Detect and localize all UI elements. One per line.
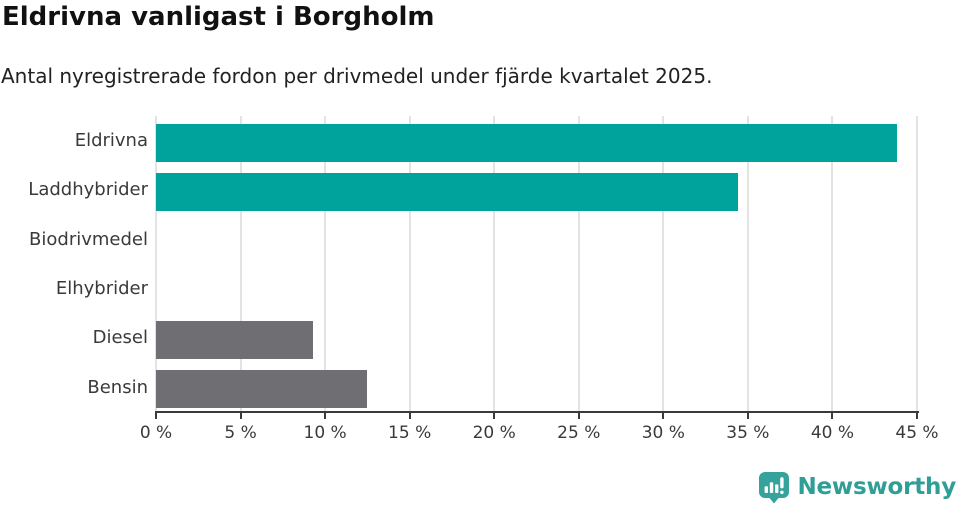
category-label: Bensin <box>87 376 148 398</box>
bar-laddhybrider <box>156 173 738 211</box>
chart-subtitle: Antal nyregistrerade fordon per drivmede… <box>1 64 713 88</box>
y-axis-category-labels: Eldrivna Laddhybrider Biodrivmedel Elhybrid… <box>0 116 148 412</box>
gridline <box>831 116 834 412</box>
x-axis-tick-label: 35 % <box>726 423 770 443</box>
x-axis-tick-label: 10 % <box>303 423 347 443</box>
x-axis-tick <box>324 413 327 419</box>
category-label: Diesel <box>92 327 148 349</box>
x-axis-tick-label: 40 % <box>810 423 855 443</box>
plot-area <box>155 116 918 412</box>
category-label: Eldrivna <box>74 130 148 151</box>
x-axis-tick <box>831 413 834 419</box>
x-axis-tick <box>493 413 496 419</box>
gridline <box>155 116 157 412</box>
category-label: Laddhybrider <box>28 179 148 201</box>
newsworthy-logo: Newsworthy <box>758 470 956 504</box>
x-axis-tick-label: 20 % <box>472 423 516 443</box>
gridline <box>916 116 918 412</box>
category-label: Elhybrider <box>55 278 148 299</box>
x-axis-tick <box>916 413 918 419</box>
gridline <box>577 116 580 412</box>
x-axis-tick-label: 5 % <box>224 423 257 443</box>
gridline <box>239 116 242 412</box>
gridline <box>662 116 665 412</box>
newsworthy-logo-text: Newsworthy <box>797 474 956 500</box>
x-axis-tick <box>239 413 242 419</box>
x-axis-tick-label: 30 % <box>641 423 685 443</box>
x-axis-tick-label: 0 % <box>139 423 173 443</box>
x-axis-line <box>155 411 919 413</box>
bar-bensin <box>156 370 368 409</box>
gridline <box>493 116 496 412</box>
x-axis-tick-label: 45 % <box>895 423 939 443</box>
x-axis-tick-label: 15 % <box>388 423 432 443</box>
gridline <box>746 116 749 412</box>
x-axis-tick-label: 25 % <box>557 423 601 443</box>
x-axis-tick <box>577 413 580 419</box>
bar-diesel <box>156 321 314 359</box>
gridline <box>324 116 327 412</box>
bar-eldrivna <box>156 123 897 162</box>
x-axis-tick <box>408 413 411 419</box>
chart-title: Eldrivna vanligast i Borgholm <box>2 2 435 32</box>
gridline <box>408 116 411 412</box>
x-axis-tick <box>155 413 157 419</box>
x-axis-tick <box>746 413 749 419</box>
bar-chart-speech-bubble-icon <box>759 471 790 503</box>
category-label: Biodrivmedel <box>29 228 148 250</box>
x-axis-tick <box>662 413 665 419</box>
